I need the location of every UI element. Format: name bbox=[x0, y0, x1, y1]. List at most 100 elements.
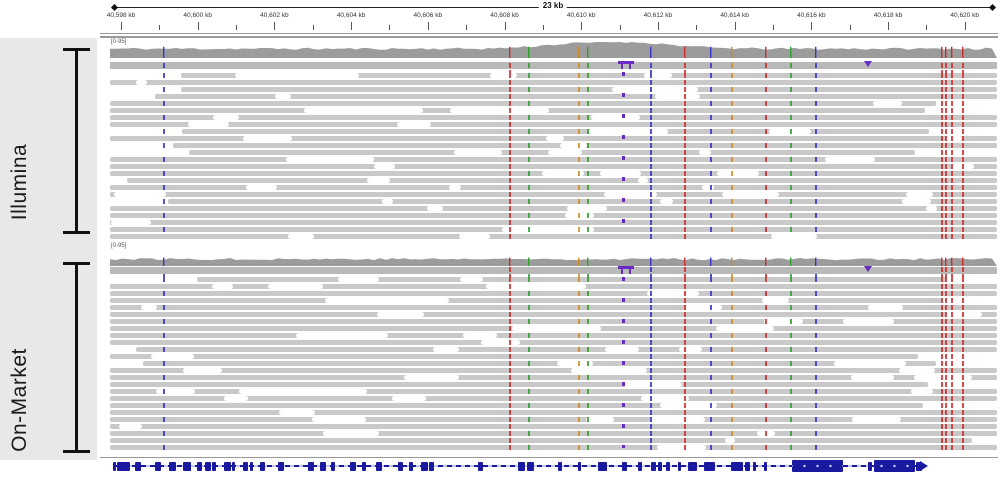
ruler-minor-tick bbox=[619, 25, 621, 30]
read-gap bbox=[542, 171, 584, 176]
insertion-mark-column bbox=[622, 277, 625, 448]
read-gap bbox=[722, 192, 779, 197]
ruler-major-tick bbox=[581, 22, 583, 30]
read-gap bbox=[612, 87, 698, 92]
read-gap bbox=[764, 319, 804, 324]
variant-mismatch-column bbox=[765, 267, 767, 452]
read-row bbox=[110, 284, 997, 289]
read-gap bbox=[684, 305, 722, 310]
ruler-tick-label: 40,606 kb bbox=[413, 12, 443, 19]
read-row bbox=[168, 199, 997, 204]
read-row bbox=[110, 431, 997, 436]
read-row bbox=[110, 185, 997, 190]
read-gap bbox=[288, 234, 314, 239]
read-gap bbox=[762, 298, 789, 303]
coverage-track bbox=[110, 42, 997, 58]
insertion-marker-icon bbox=[618, 266, 626, 274]
read-gap bbox=[641, 396, 690, 401]
variant-mismatch-column bbox=[731, 267, 733, 452]
read-row bbox=[110, 234, 997, 239]
variant-mismatch-column bbox=[710, 267, 712, 452]
span-right-arrow-icon bbox=[988, 3, 997, 12]
read-gap bbox=[646, 291, 700, 296]
read-gap bbox=[649, 417, 706, 422]
read-row bbox=[110, 375, 997, 380]
read-row bbox=[110, 396, 997, 401]
ruler-minor-tick bbox=[159, 25, 161, 30]
read-gap bbox=[367, 178, 390, 183]
ruler-major-tick bbox=[657, 22, 659, 30]
variant-mismatch-column bbox=[941, 62, 943, 240]
gene-exon bbox=[429, 461, 434, 471]
ruler-major-tick bbox=[964, 22, 966, 30]
ruler-minor-tick bbox=[389, 25, 391, 30]
variant-mismatch-column bbox=[587, 62, 589, 240]
gene-exon bbox=[308, 461, 314, 471]
read-row bbox=[173, 143, 997, 148]
read-gap bbox=[427, 206, 444, 211]
variant-mismatch-column bbox=[962, 62, 964, 240]
gene-exon bbox=[155, 461, 161, 471]
read-row bbox=[110, 438, 973, 443]
gene-exon bbox=[578, 461, 581, 471]
on-market-coverage-range-label: [0-95] bbox=[111, 243, 127, 249]
read-row bbox=[110, 389, 997, 394]
read-gap bbox=[547, 150, 583, 155]
on-market-bracket-bottom-cap bbox=[63, 450, 90, 453]
read-row bbox=[110, 417, 997, 422]
group-label-illumina: Illumina bbox=[8, 143, 31, 221]
read-gap bbox=[150, 354, 194, 359]
read-gap bbox=[303, 108, 424, 113]
gene-exon bbox=[792, 460, 843, 472]
illumina-coverage-range-label: [0-95] bbox=[111, 39, 127, 45]
read-gap bbox=[338, 277, 380, 282]
gene-exon bbox=[398, 461, 403, 471]
read-gap bbox=[770, 234, 817, 239]
read-row bbox=[110, 424, 997, 429]
coverage-histogram bbox=[110, 42, 997, 58]
insertion-marker-icon bbox=[864, 61, 872, 67]
insertion-mark-column bbox=[622, 72, 625, 236]
read-row bbox=[110, 333, 997, 338]
read-gap bbox=[275, 94, 292, 99]
read-gap bbox=[458, 234, 491, 239]
read-row bbox=[110, 157, 997, 162]
read-gap bbox=[223, 396, 249, 401]
gene-exon bbox=[260, 461, 265, 471]
variant-mismatch-column bbox=[731, 62, 733, 240]
variant-mismatch-column bbox=[509, 267, 511, 452]
read-row bbox=[154, 94, 997, 99]
read-row bbox=[110, 305, 997, 310]
insertion-marker-icon bbox=[626, 61, 634, 69]
read-gap bbox=[381, 199, 393, 204]
read-gap bbox=[725, 438, 736, 443]
ruler-major-tick bbox=[274, 22, 276, 30]
read-row bbox=[126, 178, 997, 183]
variant-mismatch-column bbox=[163, 267, 165, 452]
variant-mismatch-column bbox=[578, 62, 580, 240]
ruler-minor-tick bbox=[312, 25, 314, 30]
gene-track-separator bbox=[100, 457, 998, 458]
gene-exon bbox=[598, 461, 607, 471]
ruler-major-tick bbox=[734, 22, 736, 30]
ruler-major-tick bbox=[811, 22, 813, 30]
read-row bbox=[110, 403, 924, 408]
read-gap bbox=[660, 403, 718, 408]
variant-mismatch-column bbox=[650, 267, 652, 452]
variant-mismatch-column bbox=[941, 267, 943, 452]
gene-exon bbox=[666, 461, 670, 471]
read-row bbox=[110, 206, 997, 211]
variant-mismatch-column bbox=[587, 267, 589, 452]
gene-exon bbox=[243, 461, 248, 471]
gene-exon bbox=[113, 461, 116, 471]
read-gap bbox=[245, 185, 277, 190]
variant-mismatch-column bbox=[790, 62, 792, 240]
read-row bbox=[110, 164, 997, 169]
gene-exon bbox=[320, 461, 326, 471]
read-gap bbox=[825, 157, 876, 162]
group-label-on-market: On-Market bbox=[8, 348, 31, 452]
gene-exon bbox=[212, 461, 216, 471]
read-gap bbox=[512, 326, 601, 331]
ruler-major-tick bbox=[427, 22, 429, 30]
gene-exon bbox=[688, 461, 697, 471]
